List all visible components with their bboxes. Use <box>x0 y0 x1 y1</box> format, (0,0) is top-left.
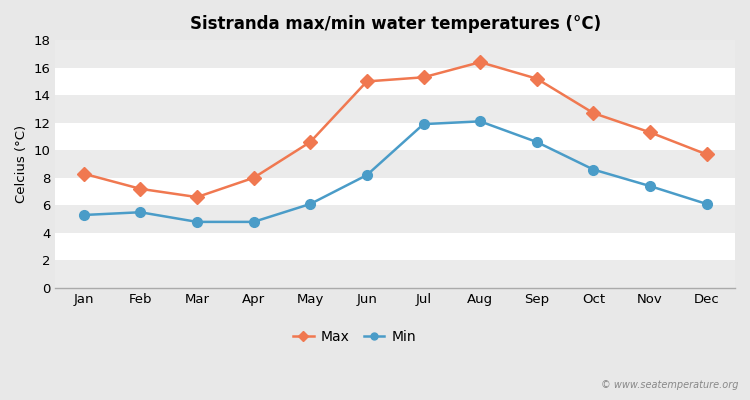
Line: Min: Min <box>79 116 712 227</box>
Bar <box>56 178 735 205</box>
Bar <box>56 68 735 95</box>
Legend: Max, Min: Max, Min <box>287 325 422 350</box>
Bar <box>56 123 735 150</box>
Max <box>476 60 484 64</box>
Max <box>193 195 202 200</box>
Bar <box>56 260 735 288</box>
Max <box>136 186 145 191</box>
Max <box>646 130 655 135</box>
Max <box>532 76 542 81</box>
Text: © www.seatemperature.org: © www.seatemperature.org <box>602 380 739 390</box>
Min <box>702 202 711 206</box>
Min <box>80 212 88 217</box>
Min <box>419 122 428 126</box>
Max <box>589 111 598 116</box>
Bar <box>56 150 735 178</box>
Min <box>476 119 484 124</box>
Title: Sistranda max/min water temperatures (°C): Sistranda max/min water temperatures (°C… <box>190 15 601 33</box>
Min <box>193 220 202 224</box>
Bar <box>56 95 735 123</box>
Min <box>249 220 258 224</box>
Min <box>362 173 371 178</box>
Max <box>80 171 88 176</box>
Max <box>249 176 258 180</box>
Min <box>589 167 598 172</box>
Y-axis label: Celcius (°C): Celcius (°C) <box>15 125 28 203</box>
Max <box>702 152 711 157</box>
Bar <box>56 40 735 68</box>
Min <box>306 202 315 206</box>
Min <box>136 210 145 215</box>
Bar <box>56 205 735 233</box>
Max <box>306 140 315 144</box>
Line: Max: Max <box>79 57 712 202</box>
Min <box>532 140 542 144</box>
Max <box>362 79 371 84</box>
Bar <box>56 233 735 260</box>
Max <box>419 75 428 80</box>
Min <box>646 184 655 188</box>
